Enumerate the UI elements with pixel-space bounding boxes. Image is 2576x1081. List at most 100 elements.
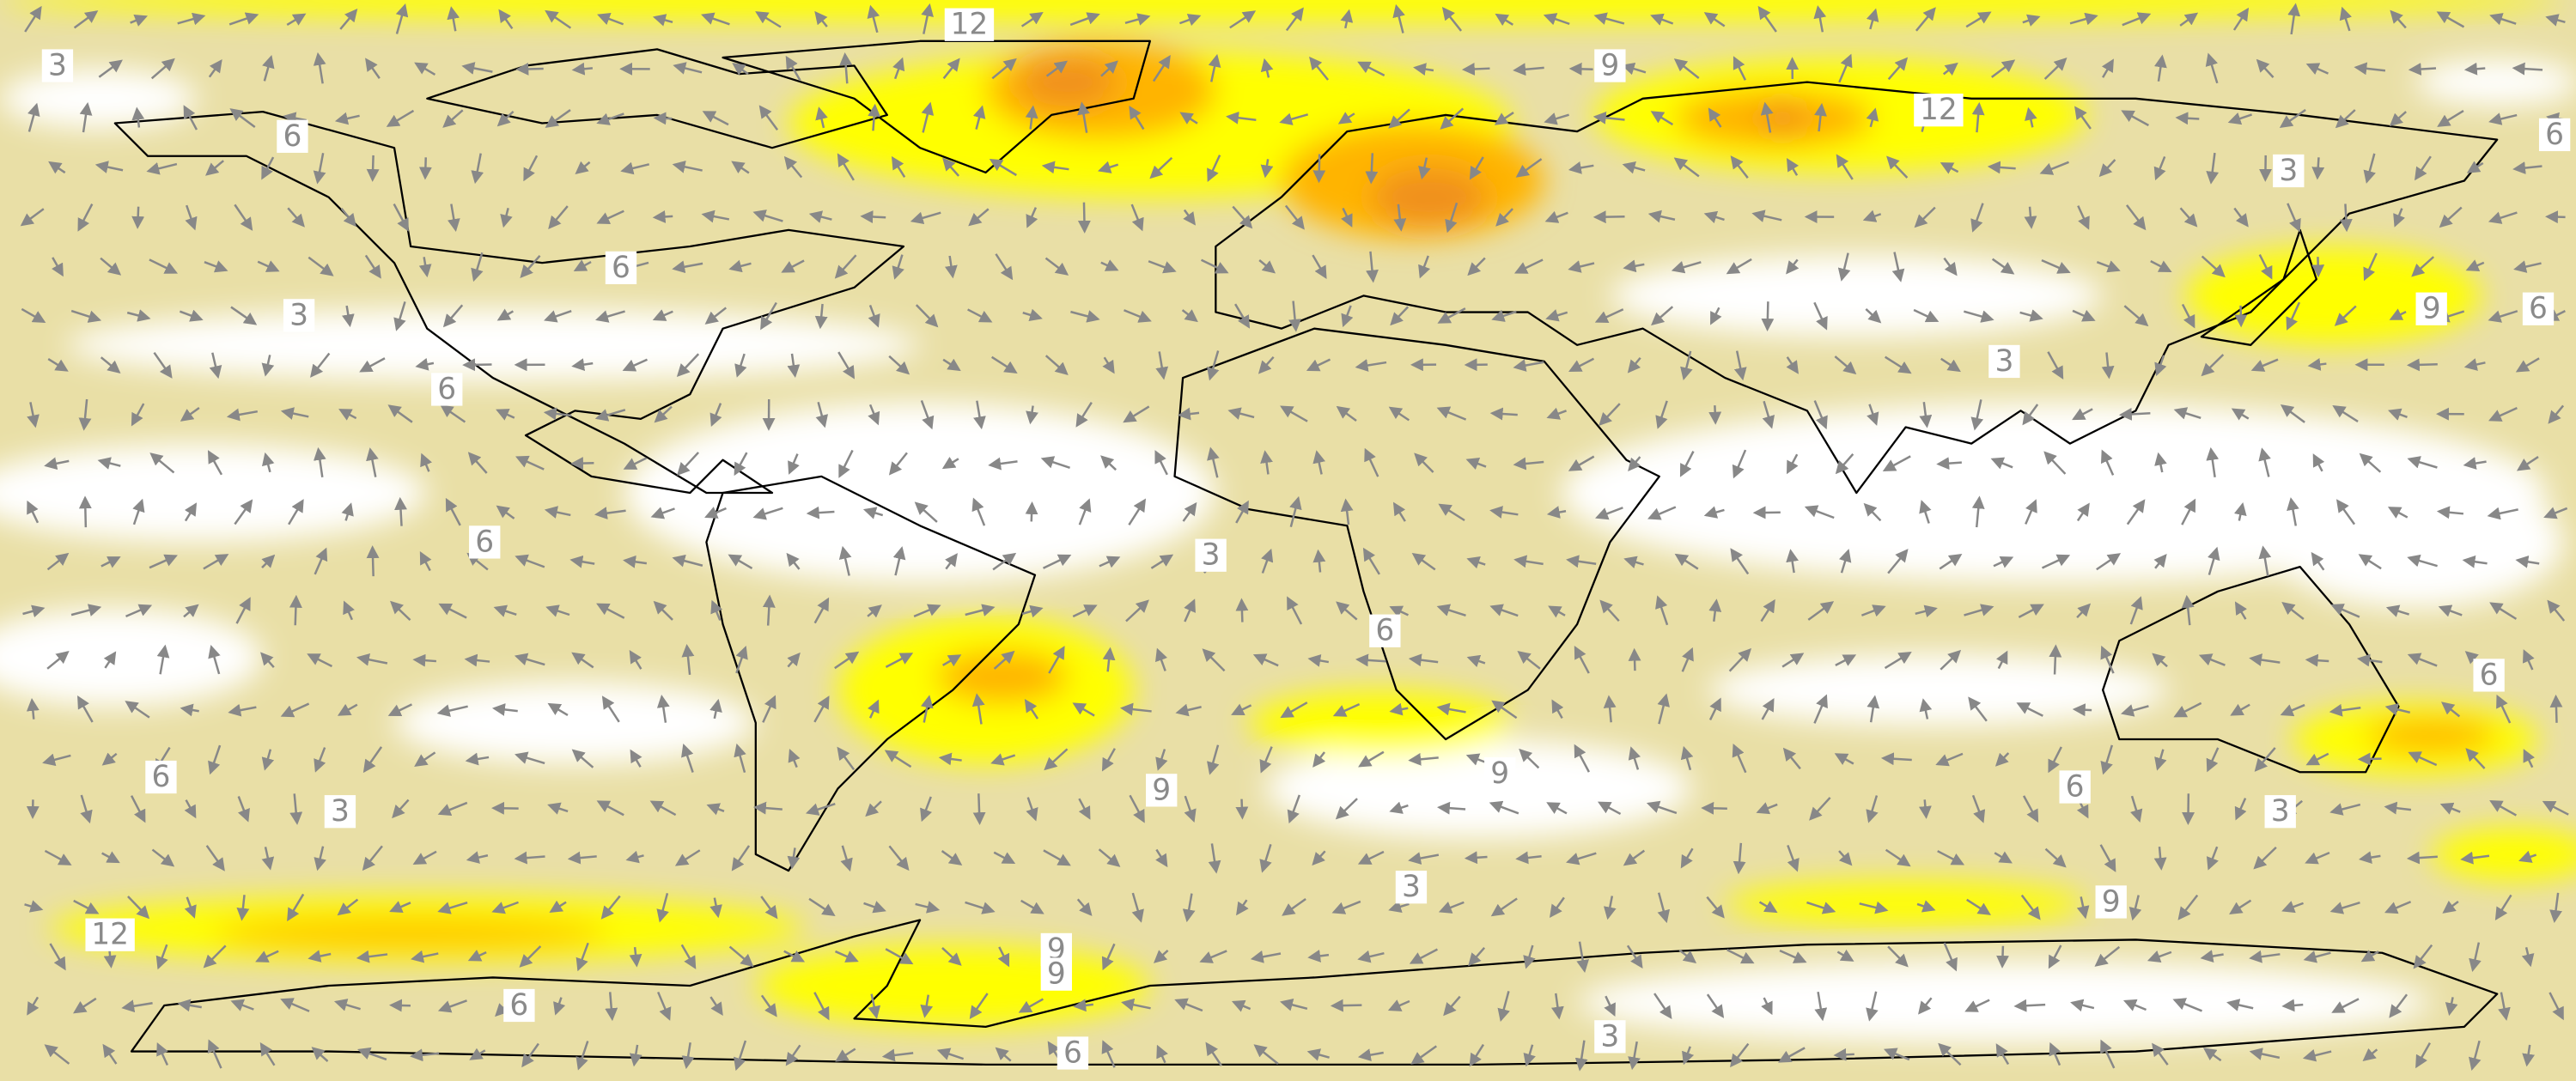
wind-arrow <box>1076 898 1093 916</box>
wind-arrow <box>709 403 722 428</box>
wind-arrow <box>2069 12 2098 26</box>
wind-arrow <box>709 897 722 919</box>
wind-arrow <box>1155 351 1169 380</box>
wind-arrow <box>491 901 519 914</box>
wind-arrow <box>2077 205 2090 230</box>
wind-arrow <box>1355 653 1386 667</box>
wind-arrow <box>1597 801 1622 816</box>
wind-arrow <box>1647 506 1677 520</box>
wind-arrow <box>1965 11 1992 28</box>
wind-arrow <box>2025 499 2037 525</box>
wind-arrow <box>1469 1043 1485 1067</box>
wind-arrow <box>310 352 331 378</box>
wind-arrow <box>1964 310 1994 323</box>
wind-arrow <box>2286 301 2301 331</box>
wind-arrow <box>2331 998 2360 1013</box>
wind-arrow <box>1674 553 1699 570</box>
wind-arrow <box>1258 355 1275 374</box>
wind-arrow <box>543 407 572 421</box>
wind-arrow <box>2545 14 2566 27</box>
wind-arrow <box>467 452 488 474</box>
wind-arrow <box>2013 999 2046 1012</box>
wind-arrow <box>1646 800 1678 815</box>
wind-arrow <box>594 507 626 519</box>
label-box <box>1594 1020 1626 1054</box>
wind-arrow <box>2070 999 2095 1012</box>
wind-arrow <box>1307 950 1330 963</box>
wind-arrow <box>806 506 835 519</box>
wind-arrow <box>183 105 198 131</box>
wind-arrow <box>156 1042 169 1066</box>
wind-arrow <box>1491 700 1518 720</box>
wind-arrow <box>1622 161 1646 174</box>
wind-arrow <box>2512 62 2543 76</box>
wind-arrow <box>2121 704 2149 717</box>
wind-arrow <box>1121 998 1151 1011</box>
wind-arrow <box>2393 208 2406 228</box>
wind-arrow <box>1259 843 1272 873</box>
wind-arrow <box>884 750 912 768</box>
wind-arrow <box>131 106 145 128</box>
wind-arrow <box>2438 604 2463 617</box>
wind-arrow <box>622 358 648 372</box>
wind-arrow <box>1235 799 1249 820</box>
wind-arrow <box>1513 359 1544 372</box>
wind-arrow <box>366 545 380 577</box>
wind-arrow <box>1758 901 1778 914</box>
wind-arrow <box>862 507 884 519</box>
wind-arrow <box>544 506 571 519</box>
label-box <box>1146 774 1178 807</box>
wind-arrow <box>24 900 44 913</box>
wind-arrow <box>364 254 381 279</box>
wind-arrow <box>1943 942 1958 972</box>
wind-arrow <box>2100 744 2114 775</box>
wind-arrow <box>942 654 962 667</box>
wind-arrow <box>204 260 228 273</box>
wind-arrow <box>2287 497 2299 526</box>
wind-arrow <box>1883 1048 1910 1061</box>
wind-arrow <box>731 161 750 174</box>
wind-arrow <box>787 353 801 379</box>
wind-arrow <box>1604 995 1616 1017</box>
wind-arrow <box>2076 896 2090 920</box>
wind-arrow <box>728 554 753 569</box>
wind-arrow <box>1623 259 1645 273</box>
wind-arrow <box>519 945 542 968</box>
wind-arrow <box>1568 260 1595 273</box>
wind-arrow <box>938 752 962 766</box>
wind-arrow <box>2198 653 2226 666</box>
wind-arrow <box>867 604 882 618</box>
contour-label: 12 <box>951 8 989 42</box>
wind-arrow <box>1045 60 1069 77</box>
wind-arrow <box>808 897 836 916</box>
wind-arrow <box>1761 698 1775 720</box>
wind-arrow <box>1655 595 1669 626</box>
wind-arrow <box>337 898 359 916</box>
wind-arrow <box>1914 206 1936 228</box>
wind-arrow <box>2385 604 2409 617</box>
wind-arrow <box>236 895 250 921</box>
wind-arrow <box>1070 310 1100 323</box>
wind-arrow <box>1936 457 1962 471</box>
wind-arrow <box>280 702 310 718</box>
wind-arrow <box>1915 604 1938 618</box>
wind-arrow <box>2362 1048 2378 1062</box>
wind-arrow <box>1208 53 1221 82</box>
wind-arrow <box>125 701 150 719</box>
wind-arrow <box>1603 695 1617 723</box>
wind-arrow <box>2076 502 2090 522</box>
wind-arrow <box>2256 58 2275 78</box>
wind-arrow <box>1410 1045 1437 1065</box>
wind-arrow <box>881 1048 914 1062</box>
contour-label: 6 <box>1375 614 1394 648</box>
wind-arrow <box>149 258 179 274</box>
wind-arrow <box>1179 112 1198 124</box>
wind-arrow <box>921 101 935 133</box>
wind-arrow <box>1551 993 1564 1020</box>
wind-arrow <box>100 257 122 276</box>
wind-arrow <box>1201 258 1229 274</box>
wind-arrow <box>2181 498 2196 525</box>
wind-arrow <box>1390 306 1410 326</box>
wind-arrow <box>1408 752 1439 766</box>
wind-arrow <box>235 597 251 624</box>
